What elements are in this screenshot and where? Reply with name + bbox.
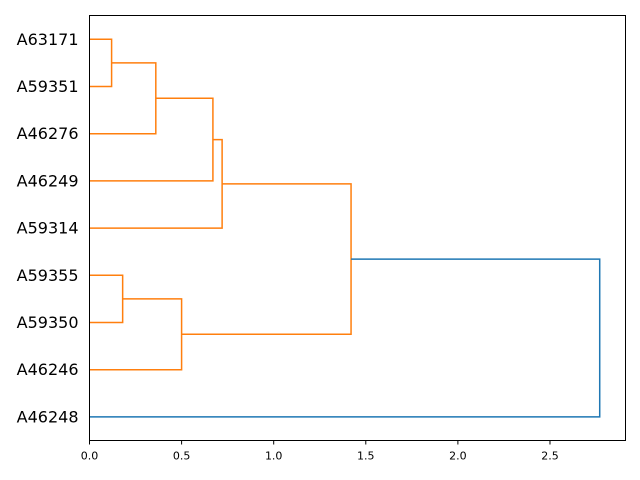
x-tick-label: 0.0	[81, 450, 99, 463]
dendrogram-link	[89, 138, 223, 229]
x-tick-label: 2.0	[449, 450, 467, 463]
leaf-label: A59314	[17, 219, 79, 238]
dendrogram-links	[89, 38, 601, 418]
dendrogram-link	[89, 97, 214, 182]
dendrogram-link	[89, 62, 157, 135]
leaf-label: A46248	[17, 407, 79, 426]
plot-frame	[89, 15, 626, 441]
leaf-label: A46249	[17, 171, 79, 190]
leaf-label: A63171	[17, 30, 79, 49]
x-axis-ticks: 0.0 0.5 1.0 1.5 2.0 2.5	[81, 440, 559, 463]
x-tick-label: 0.5	[173, 450, 191, 463]
x-tick-label: 1.0	[265, 450, 283, 463]
leaf-label: A46246	[17, 360, 79, 379]
leaf-labels: A63171 A59351 A46276 A46249 A59314 A59355 A593…	[17, 30, 79, 427]
leaf-label: A59355	[17, 266, 79, 285]
x-tick-label: 2.5	[541, 450, 559, 463]
dendrogram-link	[89, 298, 183, 371]
dendrogram-link	[89, 38, 113, 88]
dendrogram-link	[89, 274, 124, 324]
leaf-label: A46276	[17, 124, 79, 143]
dendrogram-link	[181, 183, 352, 336]
x-tick-label: 1.5	[357, 450, 375, 463]
leaf-label: A59350	[17, 313, 79, 332]
leaf-label: A59351	[17, 77, 79, 96]
dendrogram-link	[89, 258, 601, 418]
